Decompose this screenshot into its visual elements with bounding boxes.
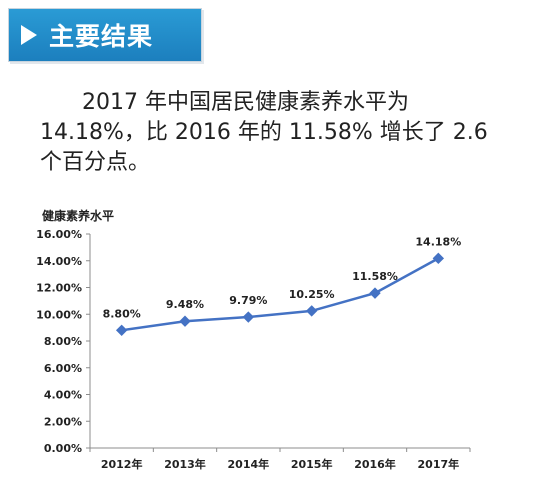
series-line (121, 257, 439, 332)
summary-line-1: 2017 年中国居民健康素养水平为 (82, 90, 409, 115)
y-tick-label: 14.00% (36, 255, 82, 268)
data-point-marker (432, 252, 445, 265)
section-title: 主要结果 (49, 22, 154, 51)
data-point-marker (115, 324, 128, 337)
data-point-marker (242, 311, 255, 323)
x-tick-label: 2012年 (101, 457, 143, 471)
summary-line-2: 14.18%，比 2016 年的 11.58% 增长了 2.6 (40, 120, 488, 145)
data-point-marker (369, 287, 381, 299)
data-label: 14.18% (415, 235, 461, 248)
y-tick-label: 2.00% (44, 415, 82, 428)
y-tick-label: 12.00% (36, 282, 82, 295)
y-tick-label: 16.00% (36, 228, 82, 241)
data-label: 8.80% (103, 307, 141, 320)
y-tick-label: 0.00% (44, 442, 82, 455)
x-tick-label: 2013年 (164, 457, 206, 471)
y-tick-label: 4.00% (44, 389, 82, 402)
summary-line-3: 个百分点。 (40, 150, 151, 175)
data-label: 9.48% (166, 298, 204, 311)
x-tick-label: 2017年 (418, 457, 460, 471)
data-point-marker (305, 305, 318, 317)
x-tick-label: 2015年 (291, 457, 333, 471)
data-label: 10.25% (289, 288, 335, 301)
y-tick-label: 8.00% (44, 335, 82, 348)
data-label: 11.58% (352, 270, 398, 283)
x-tick-label: 2014年 (228, 457, 270, 471)
chart-title: 健康素养水平 (42, 209, 115, 223)
summary-paragraph: 2017 年中国居民健康素养水平为 14.18%，比 2016 年的 11.58… (40, 88, 524, 178)
play-triangle-icon (21, 25, 37, 45)
data-point-marker (179, 315, 191, 327)
data-label: 9.79% (229, 294, 267, 307)
y-tick-label: 10.00% (36, 308, 82, 321)
x-tick-label: 2016年 (354, 457, 396, 471)
section-banner: 主要结果 (8, 8, 202, 62)
y-tick-label: 6.00% (44, 362, 82, 375)
